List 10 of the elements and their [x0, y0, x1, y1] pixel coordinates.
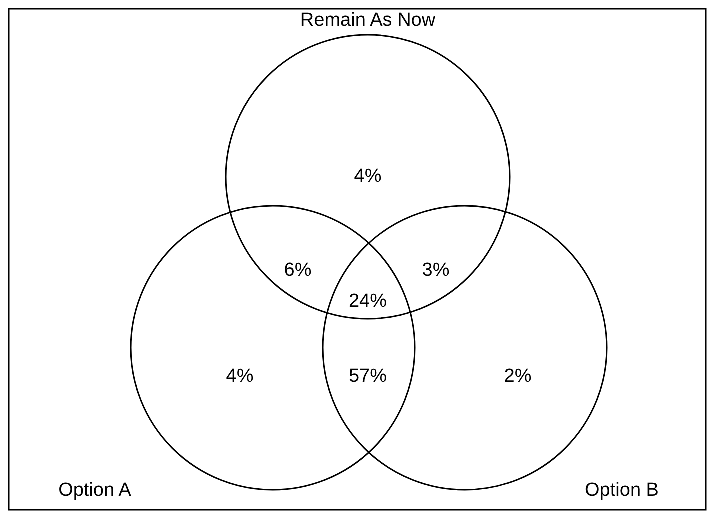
data-label: 3%: [422, 260, 450, 281]
data-label: 6%: [284, 260, 312, 281]
data-label: 24%: [348, 291, 388, 312]
data-label: 57%: [348, 366, 388, 387]
data-label: 2%: [504, 366, 532, 387]
text: Option A: [58, 480, 132, 501]
text: Remain As Now: [300, 10, 436, 31]
data-label: 4%: [354, 166, 382, 187]
data-label: 4%: [226, 366, 254, 387]
text: Option B: [585, 480, 659, 501]
